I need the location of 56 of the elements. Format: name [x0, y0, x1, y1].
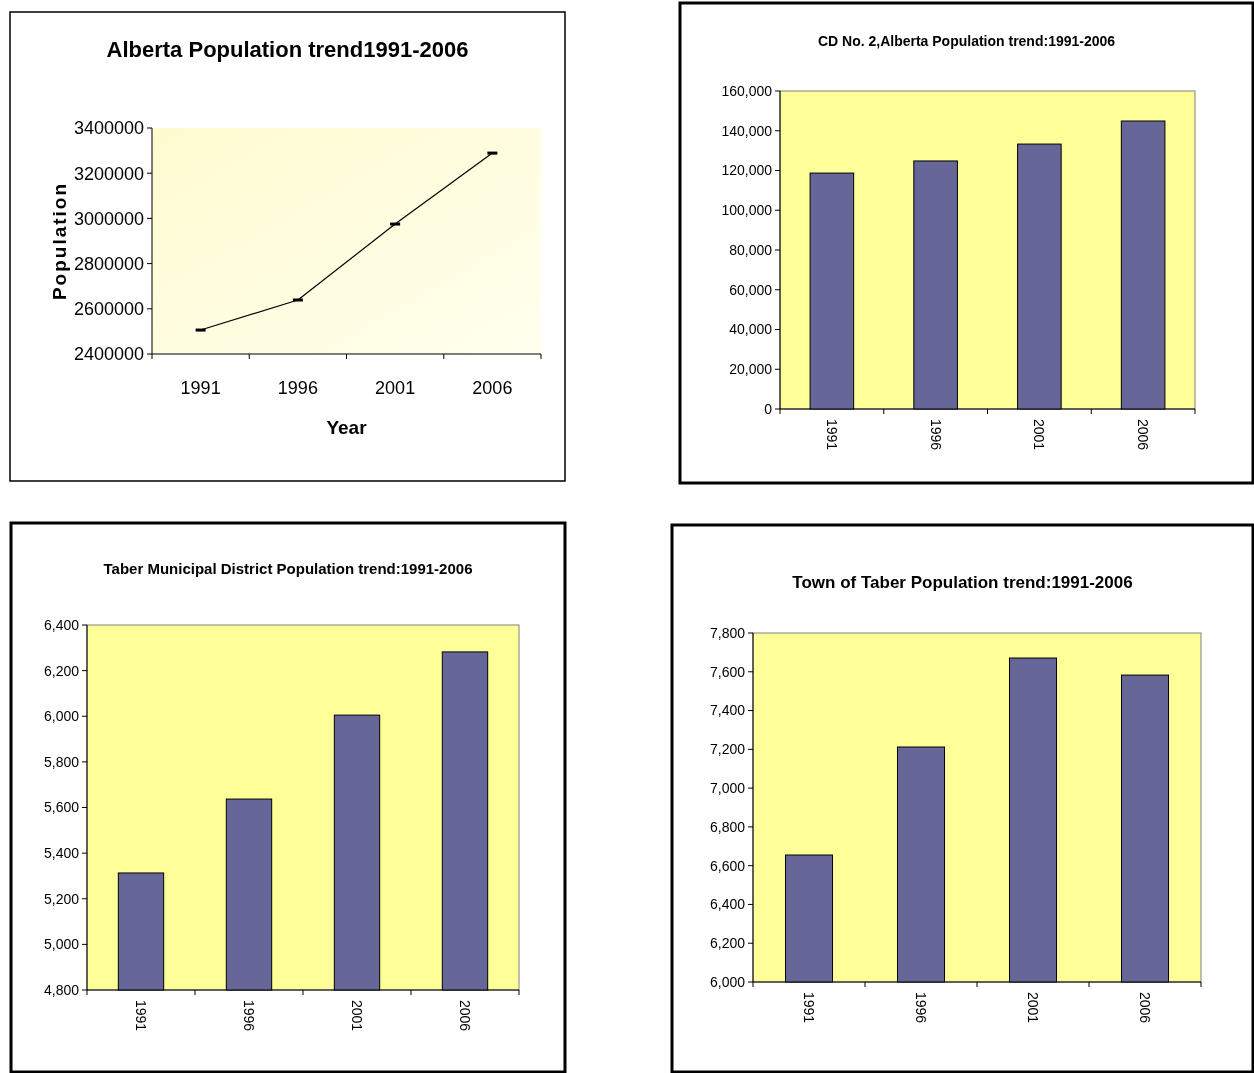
- x-tick-label: 1996: [241, 1000, 258, 1032]
- x-tick-label: 1996: [913, 992, 930, 1024]
- y-tick-label: 4,800: [43, 981, 80, 998]
- y-tick-label: 5,800: [43, 753, 80, 770]
- y-tick-label: 2600000: [73, 299, 144, 320]
- x-tick-label: 1996: [927, 419, 944, 451]
- y-tick-label: 20,000: [729, 361, 773, 378]
- x-axis-title: Year: [326, 417, 368, 438]
- y-tick-label: 60,000: [729, 281, 773, 298]
- y-tick-label: 5,200: [43, 890, 80, 907]
- y-tick-label: 6,200: [43, 662, 80, 679]
- y-tick-label: 100,000: [721, 202, 773, 219]
- x-tick-label: 2001: [1025, 992, 1042, 1024]
- y-tick-label: 7,400: [709, 702, 746, 719]
- y-tick-label: 7,200: [709, 741, 746, 758]
- x-tick-label: 1991: [180, 378, 221, 398]
- y-tick-label: 6,600: [709, 857, 746, 874]
- chart-title: Alberta Population trend1991-2006: [106, 37, 469, 62]
- y-tick-label: 5,400: [43, 845, 80, 862]
- y-tick-label: 40,000: [729, 321, 773, 338]
- y-tick-label: 3200000: [73, 163, 144, 184]
- x-tick-label: 2006: [472, 378, 513, 398]
- x-tick-label: 1991: [801, 992, 818, 1024]
- chart-title: Taber Municipal District Population trend:1991-2006: [103, 560, 473, 577]
- y-tick-label: 7,000: [709, 780, 746, 797]
- y-tick-label: 3000000: [73, 208, 144, 229]
- y-axis-title: Population: [48, 181, 70, 301]
- y-tick-label: 6,000: [709, 973, 746, 990]
- y-tick-label: 7,800: [709, 624, 746, 641]
- y-tick-label: 3400000: [73, 118, 144, 139]
- x-tick-label: 2001: [1031, 419, 1048, 451]
- chart-title: CD No. 2,Alberta Population trend:1991-2006: [817, 33, 1116, 49]
- x-tick-label: 1991: [133, 1000, 150, 1032]
- chart-title: Town of Taber Population trend:1991-2006: [792, 573, 1133, 592]
- y-tick-label: 5,000: [43, 936, 80, 953]
- x-tick-label: 2001: [375, 378, 416, 398]
- x-tick-label: 2001: [349, 1000, 366, 1032]
- y-tick-label: 6,000: [43, 708, 80, 725]
- y-tick-label: 0: [764, 400, 773, 417]
- y-tick-label: 6,800: [709, 818, 746, 835]
- y-tick-label: 2400000: [73, 344, 144, 365]
- x-tick-label: 1991: [823, 419, 840, 451]
- y-tick-label: 2800000: [73, 253, 144, 274]
- y-tick-label: 6,200: [709, 935, 746, 952]
- x-tick-label: 2006: [1137, 992, 1154, 1024]
- y-tick-label: 7,600: [709, 663, 746, 680]
- y-tick-label: 6,400: [709, 896, 746, 913]
- y-tick-label: 5,600: [43, 799, 80, 816]
- x-tick-label: 2006: [457, 1000, 474, 1032]
- y-tick-label: 160,000: [721, 82, 773, 99]
- y-tick-label: 120,000: [721, 162, 773, 179]
- x-tick-label: 2006: [1135, 419, 1152, 451]
- y-tick-label: 140,000: [721, 122, 773, 139]
- y-tick-label: 80,000: [729, 241, 773, 258]
- x-tick-label: 1996: [277, 378, 318, 398]
- y-tick-label: 6,400: [43, 616, 80, 633]
